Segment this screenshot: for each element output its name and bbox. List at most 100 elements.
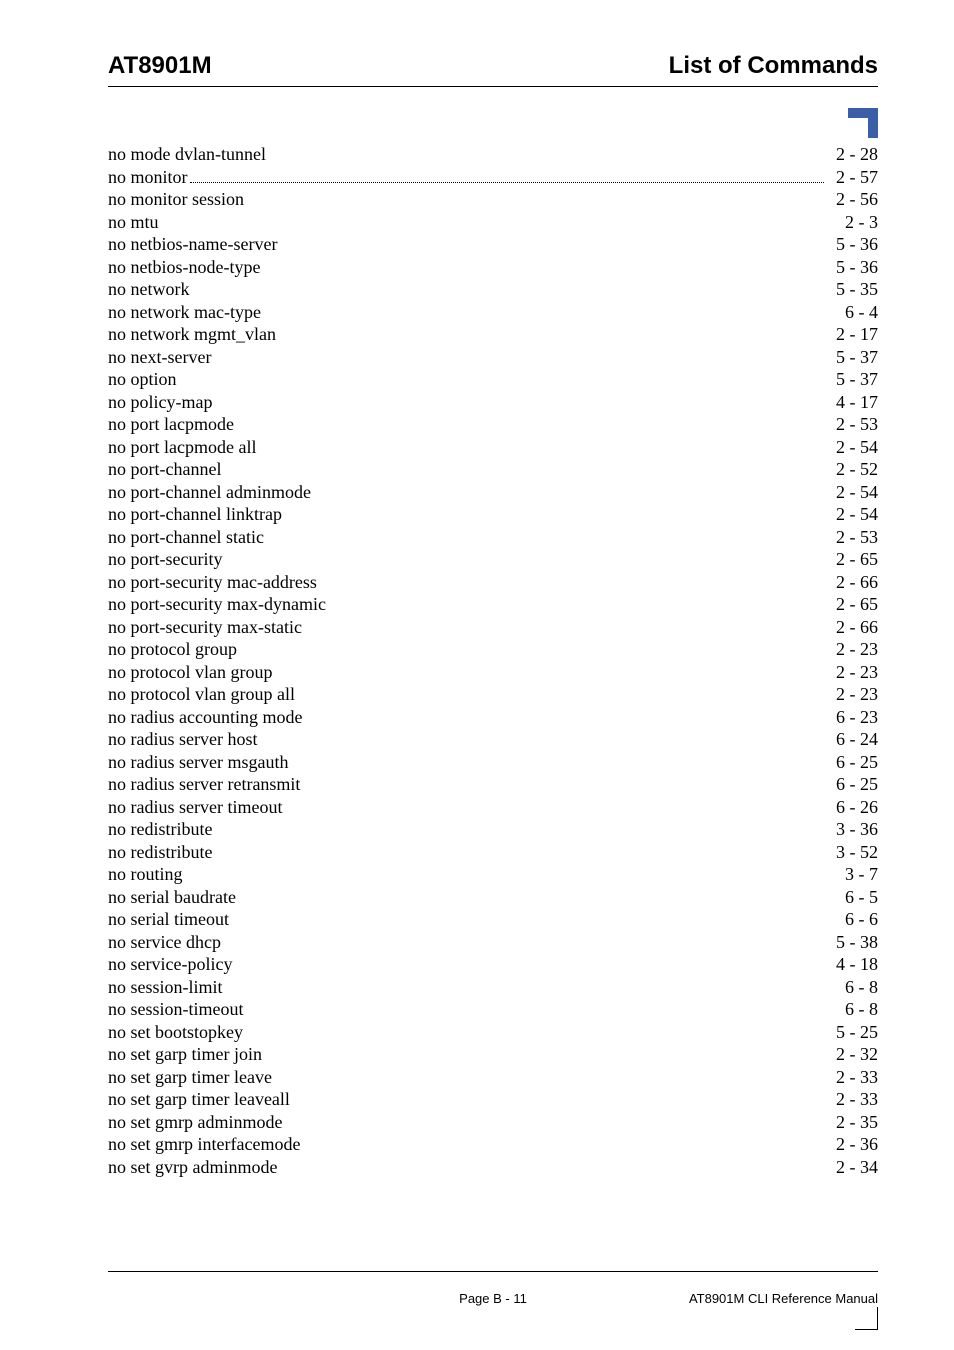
index-entry-page: 2 - 23 [826,683,878,706]
index-entry-label: no network [108,278,189,301]
index-entry-page: 6 - 4 [826,301,878,324]
index-entry-page: 2 - 36 [826,1133,878,1156]
index-entry: no port-security max-dynamic 2 - 65 [108,593,878,616]
index-entry-page: 6 - 5 [826,886,878,909]
index-entry-page: 2 - 54 [826,481,878,504]
index-entry-label: no radius server host [108,728,257,751]
index-entry: no radius server timeout 6 - 26 [108,796,878,819]
index-entry: no port-channel static2 - 53 [108,526,878,549]
index-entry-label: no port-channel [108,458,221,481]
index-entry-label: no service dhcp [108,931,221,954]
header-left: AT8901M [108,52,212,80]
index-entry-label: no set garp timer leaveall [108,1088,290,1111]
index-entry-page: 5 - 38 [826,931,878,954]
index-entry: no protocol vlan group2 - 23 [108,661,878,684]
index-entry-label: no set gmrp interfacemode [108,1133,300,1156]
footer-spacer [108,1291,365,1306]
index-entry: no radius server msgauth6 - 25 [108,751,878,774]
index-entry-label: no option [108,368,177,391]
index-entry-page: 4 - 18 [826,953,878,976]
index-entry: no next-server5 - 37 [108,346,878,369]
index-entry-label: no port lacpmode all [108,436,256,459]
index-entry: no radius server host6 - 24 [108,728,878,751]
index-entry: no mode dvlan-tunnel 2 - 28 [108,143,878,166]
index-entry-page: 3 - 7 [826,863,878,886]
index-entry-label: no radius server timeout [108,796,282,819]
index-entry: no port-channel adminmode 2 - 54 [108,481,878,504]
page-header: AT8901M List of Commands [108,52,878,86]
index-entry: no monitor2 - 57 [108,166,878,189]
index-entry: no session-limit 6 - 8 [108,976,878,999]
index-entry-label: no netbios-node-type [108,256,260,279]
index-entry: no network mac-type6 - 4 [108,301,878,324]
index-entry-page: 2 - 32 [826,1043,878,1066]
index-entry: no set garp timer leaveall 2 - 33 [108,1088,878,1111]
index-entry-page: 6 - 26 [826,796,878,819]
index-entry-page: 2 - 17 [826,323,878,346]
index-entry-label: no port-channel adminmode [108,481,311,504]
index-entry: no radius server retransmit6 - 25 [108,773,878,796]
command-index: no mode dvlan-tunnel2 - 28no monitor2 - … [108,143,878,1178]
header-rule [108,86,878,87]
index-entry-label: no mode dvlan-tunnel [108,143,266,166]
index-entry-label: no port-channel linktrap [108,503,282,526]
index-entry: no protocol vlan group all2 - 23 [108,683,878,706]
index-entry-page: 2 - 54 [826,503,878,526]
index-entry-label: no radius accounting mode [108,706,302,729]
index-entry: no network 5 - 35 [108,278,878,301]
index-entry: no port-security mac-address2 - 66 [108,571,878,594]
index-entry-page: 2 - 35 [826,1111,878,1134]
index-entry-page: 6 - 23 [826,706,878,729]
index-entry-page: 6 - 8 [826,976,878,999]
index-entry: no mtu2 - 3 [108,211,878,234]
index-entry-label: no set garp timer join [108,1043,262,1066]
index-entry: no service dhcp 5 - 38 [108,931,878,954]
index-entry: no set garp timer leave2 - 33 [108,1066,878,1089]
index-entry: no serial baudrate6 - 5 [108,886,878,909]
index-entry: no port-channel2 - 52 [108,458,878,481]
index-entry-page: 5 - 37 [826,368,878,391]
index-entry-page: 2 - 33 [826,1088,878,1111]
index-entry-page: 2 - 23 [826,661,878,684]
page: AT8901M List of Commands no mode dvlan-t… [0,0,954,1350]
index-entry-page: 5 - 35 [826,278,878,301]
index-entry-page: 6 - 8 [826,998,878,1021]
index-entry-page: 4 - 17 [826,391,878,414]
index-entry-label: no policy-map [108,391,212,414]
index-entry-label: no set garp timer leave [108,1066,272,1089]
index-entry-page: 5 - 36 [826,233,878,256]
index-entry-page: 6 - 6 [826,908,878,931]
index-entry: no option 5 - 37 [108,368,878,391]
index-entry: no radius accounting mode 6 - 23 [108,706,878,729]
index-entry: no netbios-node-type5 - 36 [108,256,878,279]
index-entry-page: 5 - 37 [826,346,878,369]
index-entry-page: 3 - 52 [826,841,878,864]
index-entry-label: no radius server retransmit [108,773,300,796]
index-entry: no redistribute3 - 36 [108,818,878,841]
index-entry-page: 2 - 28 [826,143,878,166]
index-entry: no monitor session2 - 56 [108,188,878,211]
index-entry-label: no set gvrp adminmode [108,1156,277,1179]
index-entry-label: no port-security max-static [108,616,302,639]
index-entry-label: no session-limit [108,976,223,999]
index-entry: no netbios-name-server5 - 36 [108,233,878,256]
footer-page-number: Page B - 11 [365,1291,622,1306]
index-entry-label: no port-security mac-address [108,571,317,594]
index-entry-page: 2 - 34 [826,1156,878,1179]
index-entry-label: no port-security max-dynamic [108,593,326,616]
index-entry: no port lacpmode all2 - 54 [108,436,878,459]
index-entry-label: no service-policy [108,953,232,976]
index-entry-label: no mtu [108,211,159,234]
index-entry-label: no monitor [108,166,188,189]
index-entry-page: 2 - 65 [826,593,878,616]
index-entry-label: no routing [108,863,183,886]
index-entry: no network mgmt_vlan 2 - 17 [108,323,878,346]
index-entry-label: no protocol group [108,638,237,661]
index-entry-label: no network mgmt_vlan [108,323,276,346]
index-entry-page: 2 - 53 [826,413,878,436]
index-entry-label: no serial timeout [108,908,229,931]
index-entry-page: 3 - 36 [826,818,878,841]
index-entry: no set bootstopkey5 - 25 [108,1021,878,1044]
index-entry: no set gmrp interfacemode 2 - 36 [108,1133,878,1156]
index-entry: no port-security max-static2 - 66 [108,616,878,639]
